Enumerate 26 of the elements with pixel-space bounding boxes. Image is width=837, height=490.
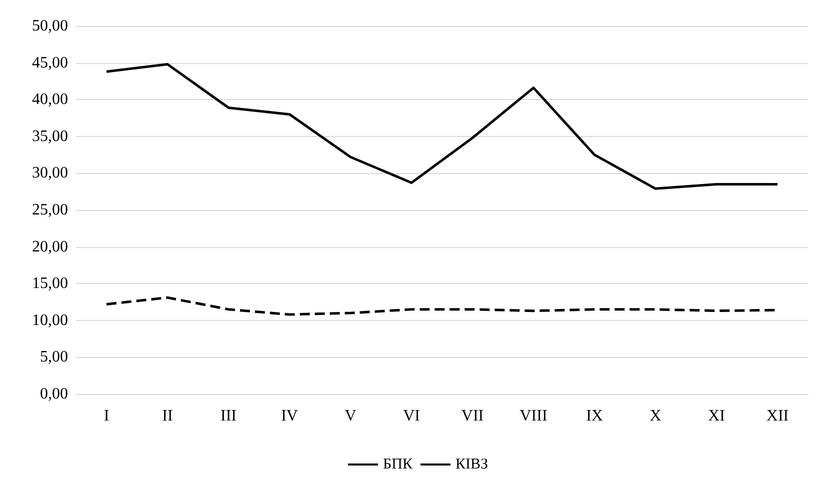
y-tick-label: 0,00 — [40, 386, 68, 402]
x-tick-label: VIII — [520, 408, 548, 424]
x-tick-label: VII — [461, 408, 484, 424]
y-tick-label: 5,00 — [40, 348, 68, 366]
y-tick-label: 35,00 — [32, 128, 68, 145]
legend-label: БПК — [383, 456, 414, 472]
x-tick-label: XII — [766, 408, 789, 424]
x-tick-label: IX — [586, 408, 604, 424]
y-tick-label: 45,00 — [32, 54, 68, 72]
y-tick-label: 30,00 — [32, 164, 68, 182]
y-tick-label: 20,00 — [32, 238, 68, 256]
y-tick-label: 25,00 — [32, 202, 68, 218]
x-tick-label: X — [650, 408, 662, 424]
x-tick-label: III — [220, 408, 236, 424]
legend-label: КІВЗ — [455, 456, 488, 472]
x-tick-label: II — [162, 408, 173, 424]
x-tick-label: IV — [281, 408, 298, 424]
x-tick-label: I — [104, 408, 110, 424]
line-series — [105, 63, 779, 190]
y-tick-label: 40,00 — [32, 91, 68, 108]
y-tick-label: 10,00 — [32, 312, 68, 329]
y-tick-label: 50,00 — [32, 18, 68, 34]
x-tick-label: VI — [403, 408, 420, 424]
y-tick-label: 15,00 — [32, 275, 68, 292]
x-tick-label: V — [344, 408, 357, 424]
x-tick-label: XI — [708, 408, 725, 424]
